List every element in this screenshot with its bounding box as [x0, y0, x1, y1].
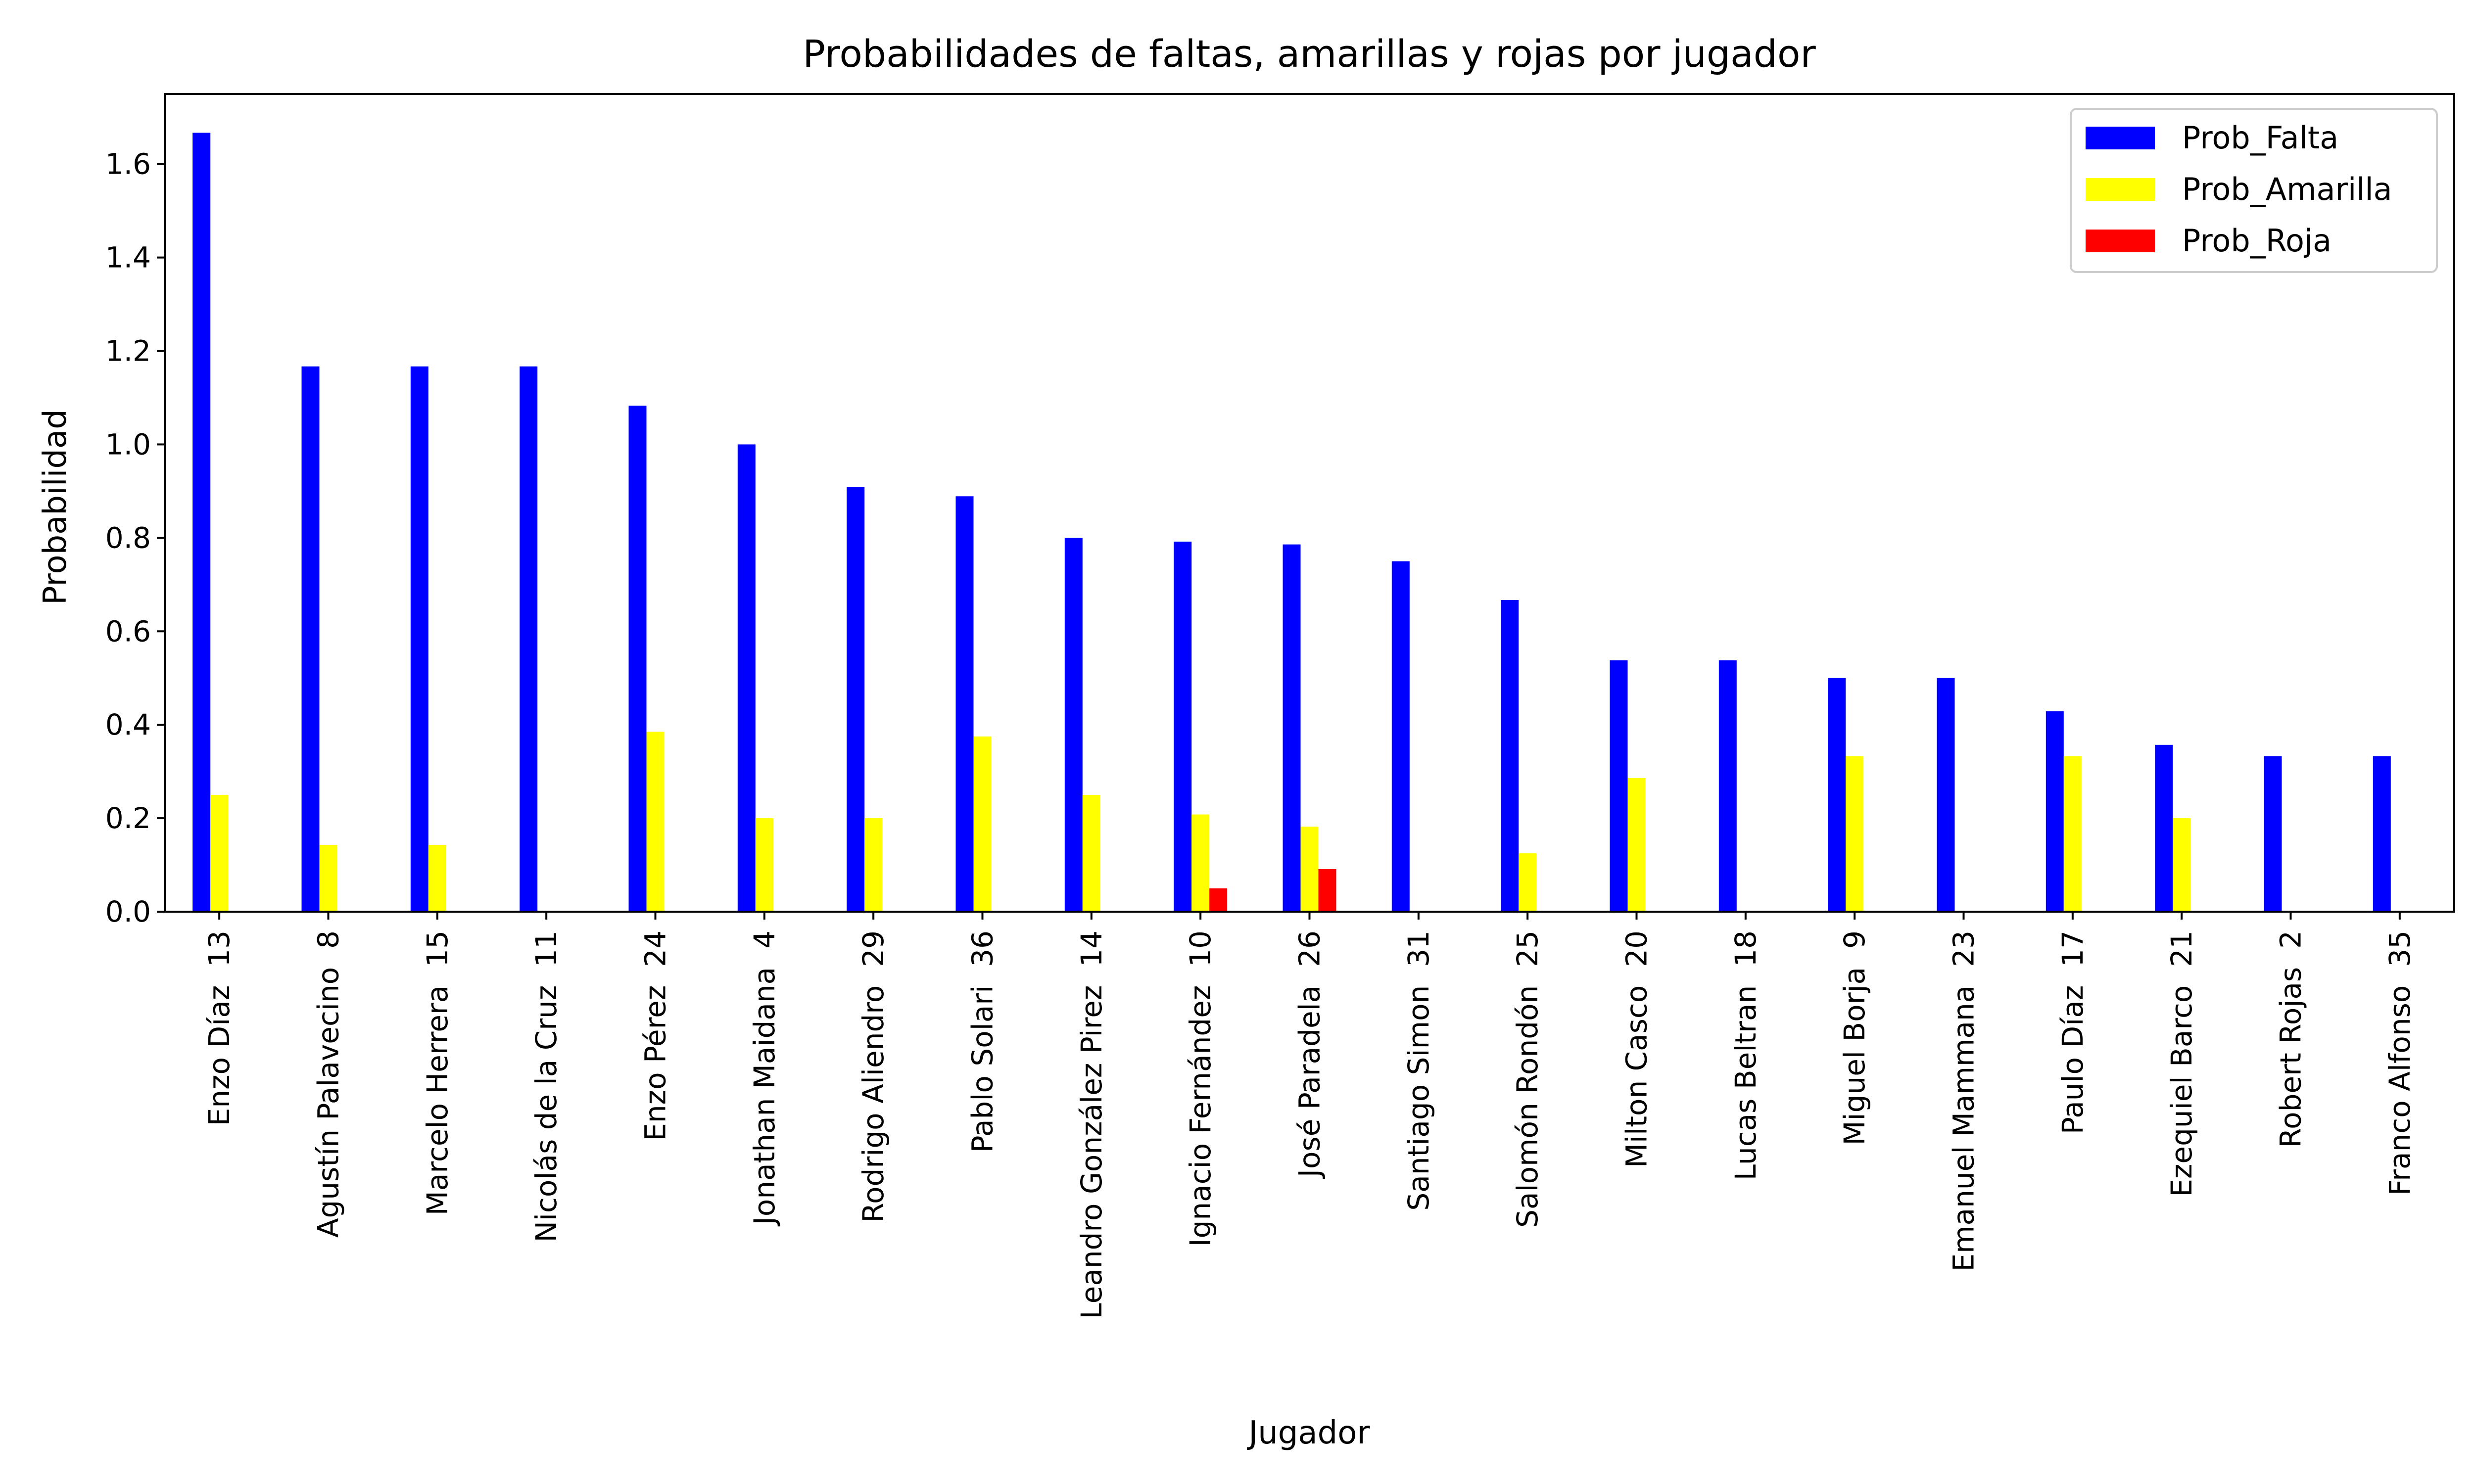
bar-prob-falta-8	[955, 496, 974, 912]
bar-prob-amarilla-18	[2063, 756, 2082, 912]
x-tick-label: Franco Alfonso 35	[2383, 930, 2417, 1196]
x-tick-label: Leandro González Pirez 14	[1075, 930, 1108, 1319]
x-tick-label: Paulo Díaz 17	[2056, 930, 2090, 1134]
bar-prob-roja-10	[1209, 888, 1228, 912]
y-tick-label: 1.2	[105, 334, 151, 368]
x-tick-label: Salomón Rondón 25	[1511, 930, 1544, 1228]
bar-prob-falta-21	[2373, 756, 2391, 912]
bar-prob-amarilla-14	[1627, 778, 1646, 912]
bar-prob-amarilla-13	[1519, 853, 1537, 912]
y-axis: 0.0 0.2 0.4 0.6 0.8 1.0 1.2 1.4 1.6	[105, 147, 165, 928]
legend-swatch-prob-roja	[2086, 230, 2155, 252]
bar-prob-amarilla-5	[646, 732, 665, 912]
x-axis-label: Jugador	[1246, 1415, 1370, 1451]
x-tick-label: Jonathan Maidana 4	[748, 930, 781, 1226]
x-tick-label: Enzo Díaz 13	[202, 930, 236, 1126]
bar-prob-falta-2	[301, 366, 320, 912]
x-tick-label: Santiago Simon 31	[1402, 930, 1435, 1211]
legend-box	[2070, 108, 2438, 273]
x-tick-label: Ignacio Fernández 10	[1184, 930, 1217, 1247]
x-tick-label: Robert Rojas 2	[2274, 930, 2308, 1148]
bar-prob-falta-17	[1937, 678, 1955, 912]
bar-prob-amarilla-19	[2173, 818, 2191, 912]
bar-prob-falta-3	[410, 366, 428, 912]
x-tick-label: Miguel Borja 9	[1838, 930, 1871, 1146]
bar-prob-falta-1	[192, 133, 211, 912]
x-tick-label: José Paradela 26	[1293, 930, 1327, 1179]
x-tick-label: Agustín Palavecino 8	[312, 930, 345, 1238]
bar-prob-roja-11	[1318, 869, 1336, 912]
legend-label-prob-roja: Prob_Roja	[2182, 223, 2331, 259]
bar-prob-falta-11	[1283, 544, 1301, 912]
bar-prob-amarilla-9	[1082, 794, 1100, 912]
bar-prob-falta-18	[2046, 711, 2064, 912]
y-tick-label: 1.6	[105, 147, 151, 181]
bar-prob-amarilla-7	[864, 818, 883, 912]
x-tick-label: Enzo Pérez 24	[639, 930, 672, 1141]
bar-prob-amarilla-3	[428, 844, 446, 912]
y-tick-label: 0.6	[105, 614, 151, 648]
bars-layer	[192, 133, 2391, 912]
bar-prob-falta-14	[1610, 660, 1628, 912]
y-tick-label: 1.4	[105, 241, 151, 275]
x-tick-label: Pablo Solari 36	[966, 930, 999, 1153]
y-tick-label: 0.0	[105, 895, 151, 928]
legend-label-prob-amarilla: Prob_Amarilla	[2182, 171, 2392, 207]
x-tick-label: Emanuel Mammana 23	[1947, 930, 1981, 1272]
y-tick-label: 1.0	[105, 427, 151, 461]
bar-prob-falta-13	[1501, 600, 1519, 912]
legend-label-prob-falta: Prob_Falta	[2182, 120, 2338, 156]
legend: Prob_Falta Prob_Amarilla Prob_Roja	[2070, 108, 2438, 273]
bar-prob-falta-9	[1064, 538, 1083, 912]
bar-prob-falta-20	[2264, 756, 2282, 912]
x-tick-label: Marcelo Herrera 15	[421, 930, 454, 1215]
bar-prob-falta-10	[1174, 541, 1192, 912]
x-axis: Enzo Díaz 13 Agustín Palavecino 8 Marcelo …	[202, 912, 2417, 1319]
legend-swatch-prob-amarilla	[2086, 178, 2155, 201]
x-tick-label: Lucas Beltran 18	[1729, 930, 1762, 1180]
bar-prob-falta-7	[847, 487, 865, 912]
bar-prob-amarilla-8	[973, 736, 992, 912]
x-tick-label: Nicolás de la Cruz 11	[529, 930, 563, 1242]
bar-prob-amarilla-2	[319, 844, 337, 912]
chart-title: Probabilidades de faltas, amarillas y ro…	[803, 32, 1816, 76]
bar-prob-falta-5	[628, 406, 647, 912]
bar-prob-amarilla-6	[755, 818, 773, 912]
x-tick-label: Ezequiel Barco 21	[2165, 930, 2198, 1197]
y-tick-label: 0.4	[105, 708, 151, 742]
bar-prob-falta-4	[520, 366, 538, 912]
legend-swatch-prob-falta	[2086, 127, 2155, 149]
bar-prob-falta-15	[1718, 660, 1737, 912]
x-tick-label: Milton Casco 20	[1620, 930, 1654, 1168]
bar-prob-falta-6	[737, 444, 756, 912]
y-tick-label: 0.8	[105, 521, 151, 555]
bar-prob-amarilla-11	[1300, 827, 1319, 912]
bar-prob-falta-12	[1391, 561, 1410, 912]
y-axis-label: Probabilidad	[37, 409, 74, 605]
plot-frame	[164, 93, 2455, 913]
bar-prob-falta-16	[1828, 678, 1846, 912]
bar-prob-amarilla-16	[1846, 756, 1864, 912]
bar-prob-falta-19	[2155, 744, 2173, 912]
bar-prob-amarilla-10	[1191, 814, 1210, 912]
bar-prob-amarilla-1	[210, 794, 229, 912]
y-tick-label: 0.2	[105, 801, 151, 835]
x-tick-label: Rodrigo Aliendro 29	[856, 930, 890, 1223]
